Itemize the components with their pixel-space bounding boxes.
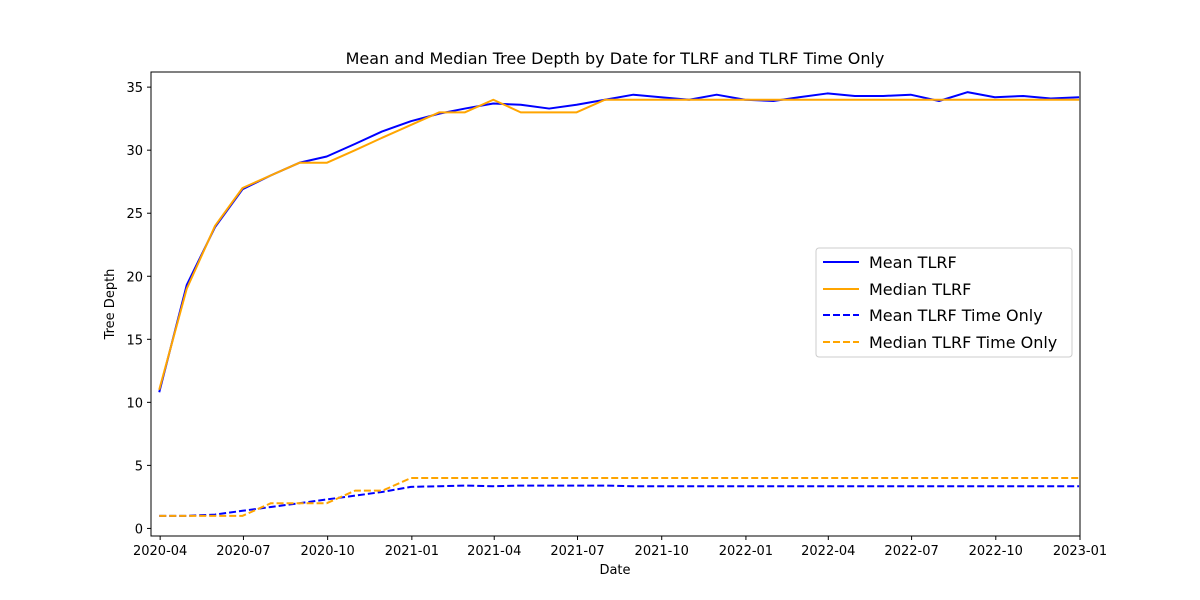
x-tick-label: 2021-10 (635, 544, 689, 559)
x-axis-label: Date (599, 563, 630, 578)
y-tick-label: 20 (126, 270, 143, 285)
legend-item-median-tlrf: Median TLRF (823, 280, 971, 299)
legend-label-mean-tlrf: Mean TLRF (869, 253, 957, 272)
legend: Mean TLRF Median TLRF Mean TLRF Time Onl… (815, 247, 1073, 358)
legend-label-median-tlrf: Median TLRF (869, 280, 971, 299)
y-tick-label: 25 (126, 207, 143, 222)
x-tick-label: 2020-10 (300, 544, 354, 559)
x-tick-label: 2023-01 (1053, 544, 1107, 559)
x-tick-label: 2022-10 (969, 544, 1023, 559)
x-tick-label: 2020-04 (133, 544, 187, 559)
x-axis-ticks: 2020-04 2020-07 2020-10 2021-01 2021-04 2021-… (133, 536, 1107, 559)
legend-item-mean-tlrf-time-only: Mean TLRF Time Only (823, 306, 1043, 325)
y-axis-label: Tree Depth (103, 269, 118, 341)
x-tick-label: 2021-01 (385, 544, 439, 559)
y-tick-label: 10 (126, 396, 143, 411)
y-tick-label: 35 (126, 81, 143, 96)
x-tick-label: 2022-01 (719, 544, 773, 559)
legend-item-median-tlrf-time-only: Median TLRF Time Only (823, 333, 1057, 352)
series-line-median-tlrf-time-only (159, 477, 1080, 517)
chart-title: Mean and Median Tree Depth by Date for T… (346, 49, 885, 68)
y-tick-label: 30 (126, 144, 143, 159)
plot-frame (150, 71, 1081, 537)
series-line-mean-tlrf (158, 91, 1080, 393)
x-tick-label: 2020-07 (216, 544, 270, 559)
legend-item-mean-tlrf: Mean TLRF (823, 253, 957, 272)
plot-lines (158, 91, 1080, 517)
x-tick-label: 2021-07 (550, 544, 604, 559)
x-tick-label: 2021-04 (467, 544, 521, 559)
x-tick-label: 2022-07 (884, 544, 938, 559)
x-tick-label: 2022-04 (801, 544, 855, 559)
series-line-mean-tlrf-time-only (159, 484, 1080, 517)
y-axis-ticks: 0 5 10 15 20 25 30 35 (126, 81, 151, 537)
y-tick-label: 5 (135, 459, 143, 474)
legend-label-median-tlrf-time-only: Median TLRF Time Only (869, 333, 1057, 352)
series-line-median-tlrf (158, 98, 1080, 391)
legend-label-mean-tlrf-time-only: Mean TLRF Time Only (869, 306, 1043, 325)
y-tick-label: 15 (126, 333, 143, 348)
y-tick-label: 0 (135, 522, 143, 537)
legend-box (815, 247, 1073, 358)
